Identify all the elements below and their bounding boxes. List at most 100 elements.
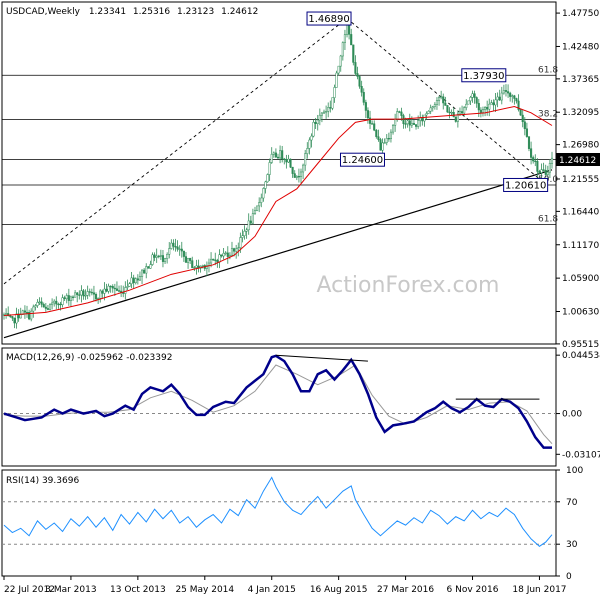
price-candle-body: [327, 107, 330, 112]
macd-signal-line: [3, 364, 553, 445]
price-candle-body: [425, 113, 428, 116]
price-candle-body: [297, 175, 300, 178]
price-candle-body: [239, 237, 242, 249]
x-tick-label-5: 16 Aug 2015: [310, 585, 368, 595]
price-candle-body: [214, 259, 217, 261]
ohlc-high: 1.25316: [133, 7, 170, 17]
price-panel: USDCAD,Weekly 1.23341 1.25316 1.23123 1.…: [1, 1, 600, 350]
price-candle-body: [105, 288, 108, 292]
rsi-panel: RSI(14) 39.3696 100 70 30 0: [1, 466, 583, 582]
price-candle-body: [331, 97, 334, 109]
price-candle-body: [69, 296, 72, 301]
price-candle-body: [306, 148, 309, 154]
macd-y-tick-label-1: 0.00: [562, 410, 582, 420]
price-candle-body: [461, 111, 464, 114]
macd-title: MACD(12,26,9) -0.025962 -0.023392: [6, 353, 172, 363]
price-y-tick-label-8: 1.05900: [562, 274, 599, 284]
price-candle-body: [172, 242, 175, 247]
x-tick-label-7: 6 Nov 2016: [447, 585, 499, 595]
price-candle-body: [243, 230, 246, 236]
price-candle-body: [258, 202, 261, 207]
price-candle-body: [61, 297, 64, 305]
price-candle-body: [302, 164, 305, 173]
price-candle-body: [124, 287, 127, 294]
price-candle-body: [312, 121, 315, 137]
price-candle-body: [523, 121, 526, 130]
price-candle-body: [412, 123, 416, 125]
last-price-box: [556, 153, 600, 166]
price-candle-body: [59, 303, 62, 306]
x-tick-label-0: 22 Jul 2012: [4, 585, 55, 595]
price-candle-body: [13, 317, 16, 324]
price-candle-body: [51, 302, 54, 305]
price-candle-body: [442, 96, 445, 104]
price-candle-body: [191, 260, 194, 269]
price-candle-body: [90, 291, 93, 294]
price-candle-body: [166, 254, 169, 259]
price-candle-body: [322, 111, 326, 114]
price-y-tick-label-1: 1.42480: [562, 42, 599, 52]
x-tick-label-3: 25 May 2014: [175, 585, 234, 595]
price-candle-body: [467, 100, 470, 105]
price-candle-body: [325, 111, 328, 113]
price-candle-body: [452, 112, 455, 118]
price-candle-body: [34, 305, 37, 308]
price-candle-body: [201, 265, 204, 267]
price-candle-body: [71, 296, 75, 298]
price-candle-body: [366, 110, 369, 119]
price-candle-body: [375, 129, 378, 137]
price-candle-body: [502, 90, 505, 94]
price-candle-body: [354, 62, 357, 74]
price-candle-body: [481, 109, 485, 113]
price-y-axis: 1.47750 1.42480 1.37365 1.32095 1.26980 1.215…: [556, 9, 599, 350]
price-candle-body: [19, 314, 22, 319]
price-candle-body: [527, 136, 531, 149]
rsi-y-tick-label-2: 30: [566, 540, 578, 550]
price-candle-body: [178, 248, 181, 251]
price-candle-body: [293, 173, 296, 178]
price-candle-body: [450, 112, 453, 114]
price-title-symbol: USDCAD,Weekly: [6, 7, 81, 17]
price-candle-body: [341, 42, 344, 57]
price-candle-body: [546, 171, 549, 175]
x-tick-label-8: 18 Jun 2017: [512, 585, 566, 595]
price-candle-body: [92, 292, 95, 295]
price-candle-body: [287, 158, 290, 163]
price-candle-body: [519, 109, 522, 116]
fib-label-1: 38.2: [538, 109, 558, 119]
price-candle-body: [314, 121, 317, 124]
rsi-y-tick-label-3: 0: [566, 572, 572, 582]
price-candle-body: [274, 152, 277, 158]
price-candle-body: [235, 248, 238, 252]
price-candle-body: [490, 102, 493, 105]
price-candle-body: [446, 105, 449, 113]
price-candle-body: [550, 157, 554, 164]
price-candle-body: [97, 298, 100, 300]
price-candle-body: [283, 158, 286, 160]
price-candle-body: [111, 286, 114, 289]
x-tick-label-2: 13 Oct 2013: [110, 585, 166, 595]
price-candle-body: [195, 265, 198, 268]
price-candle-body: [176, 246, 179, 250]
price-candle-body: [486, 106, 489, 110]
price-candle-body: [78, 294, 81, 296]
price-candle-body: [94, 293, 98, 300]
price-y-tick-label-2: 1.37365: [562, 75, 599, 85]
price-candle-body: [126, 286, 129, 288]
macd-y-tick-label-2: -0.031072: [562, 450, 600, 460]
price-trendline-1: [3, 18, 348, 285]
price-candle-body: [310, 135, 313, 141]
price-candle-body: [473, 93, 476, 98]
price-candle-body: [521, 114, 524, 123]
price-candle-body: [210, 258, 213, 264]
price-candle-body: [84, 295, 87, 297]
price-candle-body: [5, 313, 8, 316]
macd-y-tick-label-0: 0.044534: [562, 351, 600, 361]
price-candle-body: [513, 95, 516, 99]
fib-label-3: 61.8: [538, 214, 558, 224]
price-candle-body: [260, 197, 263, 203]
price-candle-body: [226, 252, 229, 257]
price-candle-body: [99, 290, 102, 299]
price-candle-body: [151, 254, 154, 265]
